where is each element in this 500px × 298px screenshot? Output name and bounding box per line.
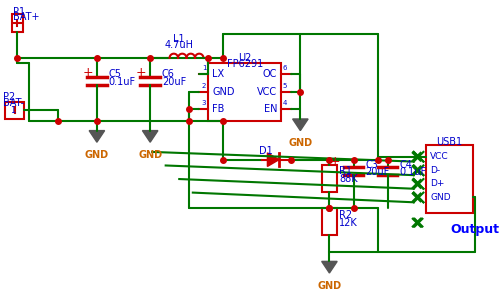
Text: 1: 1 — [10, 106, 15, 115]
Text: VCC: VCC — [257, 87, 277, 97]
Text: U2: U2 — [238, 53, 252, 63]
Text: 6: 6 — [283, 66, 288, 72]
Bar — [322, 208, 337, 235]
Text: C5: C5 — [108, 69, 122, 79]
Text: D1: D1 — [258, 146, 272, 156]
Text: R2: R2 — [339, 210, 352, 220]
Text: BAT+: BAT+ — [12, 13, 39, 22]
Polygon shape — [292, 119, 308, 131]
Text: P2: P2 — [3, 92, 15, 102]
Text: +: + — [82, 66, 93, 79]
Text: LX: LX — [212, 69, 224, 79]
Text: 4.7uH: 4.7uH — [164, 40, 194, 50]
Bar — [5, 102, 24, 119]
Text: C3: C3 — [366, 159, 378, 170]
Text: 2: 2 — [202, 83, 206, 89]
Text: 5: 5 — [283, 83, 288, 89]
Text: R1: R1 — [339, 166, 352, 176]
Bar — [12, 14, 24, 32]
Polygon shape — [142, 131, 158, 142]
Text: FB: FB — [212, 104, 224, 114]
Polygon shape — [322, 261, 337, 273]
Text: OC: OC — [262, 69, 277, 79]
Polygon shape — [268, 153, 279, 167]
Text: C4: C4 — [399, 159, 412, 170]
Bar — [208, 63, 281, 121]
Text: GND: GND — [138, 150, 162, 160]
Bar — [426, 145, 473, 213]
Text: 3: 3 — [202, 100, 206, 106]
Text: 0.1uF: 0.1uF — [108, 77, 136, 87]
Text: +: + — [136, 66, 146, 79]
Text: EN: EN — [264, 104, 277, 114]
Text: D+: D+ — [430, 179, 444, 188]
Text: GND: GND — [318, 281, 342, 291]
Text: Output: Output — [450, 223, 500, 236]
Text: 0.1uF: 0.1uF — [399, 167, 426, 177]
Text: GND: GND — [85, 150, 109, 160]
Text: GND: GND — [288, 138, 312, 148]
Bar — [322, 164, 337, 192]
Text: BAT-: BAT- — [3, 98, 24, 108]
Text: 12K: 12K — [339, 218, 358, 228]
Text: 1: 1 — [202, 66, 206, 72]
Text: 20uF: 20uF — [366, 167, 390, 177]
Text: L1: L1 — [174, 34, 185, 44]
Text: D-: D- — [430, 166, 440, 175]
Text: FP6291: FP6291 — [226, 59, 263, 69]
Text: +: + — [330, 155, 340, 168]
Text: USB1: USB1 — [436, 137, 462, 148]
Text: C6: C6 — [162, 69, 174, 79]
Text: 20uF: 20uF — [162, 77, 186, 87]
Text: VCC: VCC — [430, 152, 449, 161]
Text: 4: 4 — [283, 100, 288, 106]
Text: GND: GND — [430, 193, 451, 202]
Polygon shape — [89, 131, 104, 142]
Text: P1: P1 — [12, 7, 24, 17]
Text: GND: GND — [212, 87, 234, 97]
Text: 88K: 88K — [339, 174, 357, 184]
